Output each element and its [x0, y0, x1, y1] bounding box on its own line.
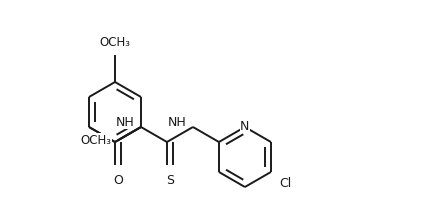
Text: N: N: [240, 119, 249, 132]
Text: OCH₃: OCH₃: [80, 134, 112, 147]
Text: S: S: [166, 174, 174, 187]
Text: Cl: Cl: [279, 177, 291, 190]
Text: NH: NH: [116, 115, 134, 128]
Text: NH: NH: [168, 115, 186, 128]
Text: O: O: [113, 174, 123, 187]
Text: OCH₃: OCH₃: [99, 36, 130, 49]
